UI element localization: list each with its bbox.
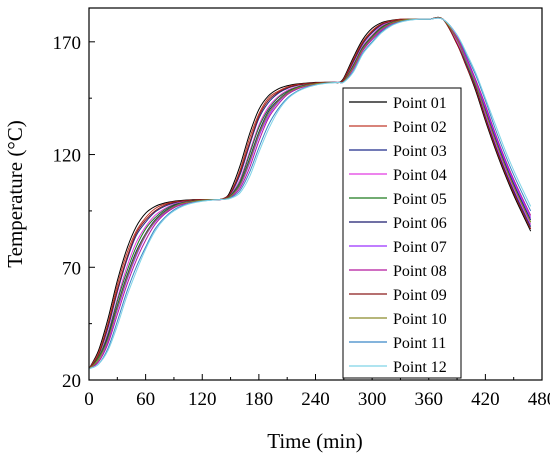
y-tick-label: 70 (62, 258, 81, 279)
plot-frame (88, 7, 543, 381)
series-line-12 (89, 17, 532, 370)
legend-label: Point 10 (393, 311, 447, 328)
axis-layer: 0 60 120 180 240 300 360 420 480 20 70 120 170 (53, 33, 550, 410)
legend-label: Point 04 (393, 167, 447, 184)
x-tick-label: 360 (415, 389, 444, 410)
legend-label: Point 06 (393, 215, 447, 232)
y-tick-label: 170 (53, 33, 82, 54)
x-axis-title: Time (min) (267, 429, 362, 453)
series-line-1 (89, 16, 532, 369)
x-tick-label: 0 (84, 389, 94, 410)
series-layer (89, 16, 532, 370)
y-tick-label: 120 (53, 146, 82, 167)
x-tick-label: 180 (245, 389, 274, 410)
y-tick-label: 20 (62, 371, 81, 392)
x-tick-label: 240 (301, 389, 330, 410)
series-line-3 (89, 17, 532, 370)
legend-label: Point 11 (393, 335, 446, 352)
legend-label: Point 03 (393, 143, 447, 160)
legend-label: Point 01 (393, 95, 447, 112)
series-line-11 (89, 17, 532, 370)
series-line-8 (89, 17, 532, 370)
legend: Point 01 Point 02 Point 03 Point 04 Point 05… (342, 87, 462, 379)
legend-box (342, 87, 462, 379)
legend-label: Point 02 (393, 119, 447, 136)
x-tick-label: 420 (471, 389, 500, 410)
series-line-2 (89, 16, 532, 369)
x-tick-label: 60 (136, 389, 155, 410)
legend-label: Point 08 (393, 263, 447, 280)
series-line-9 (89, 16, 532, 370)
x-tick-label: 480 (528, 389, 550, 410)
y-axis-title: Temperature (°C) (3, 120, 27, 267)
series-line-5 (89, 17, 532, 370)
x-tick-label: 300 (358, 389, 387, 410)
series-line-6 (89, 17, 532, 370)
series-line-10 (89, 17, 532, 370)
legend-label: Point 07 (393, 239, 447, 256)
legend-label: Point 09 (393, 287, 447, 304)
legend-label: Point 05 (393, 191, 447, 208)
series-line-4 (89, 17, 532, 370)
legend-label: Point 12 (393, 359, 447, 376)
x-tick-label: 120 (188, 389, 217, 410)
series-line-7 (89, 17, 532, 370)
